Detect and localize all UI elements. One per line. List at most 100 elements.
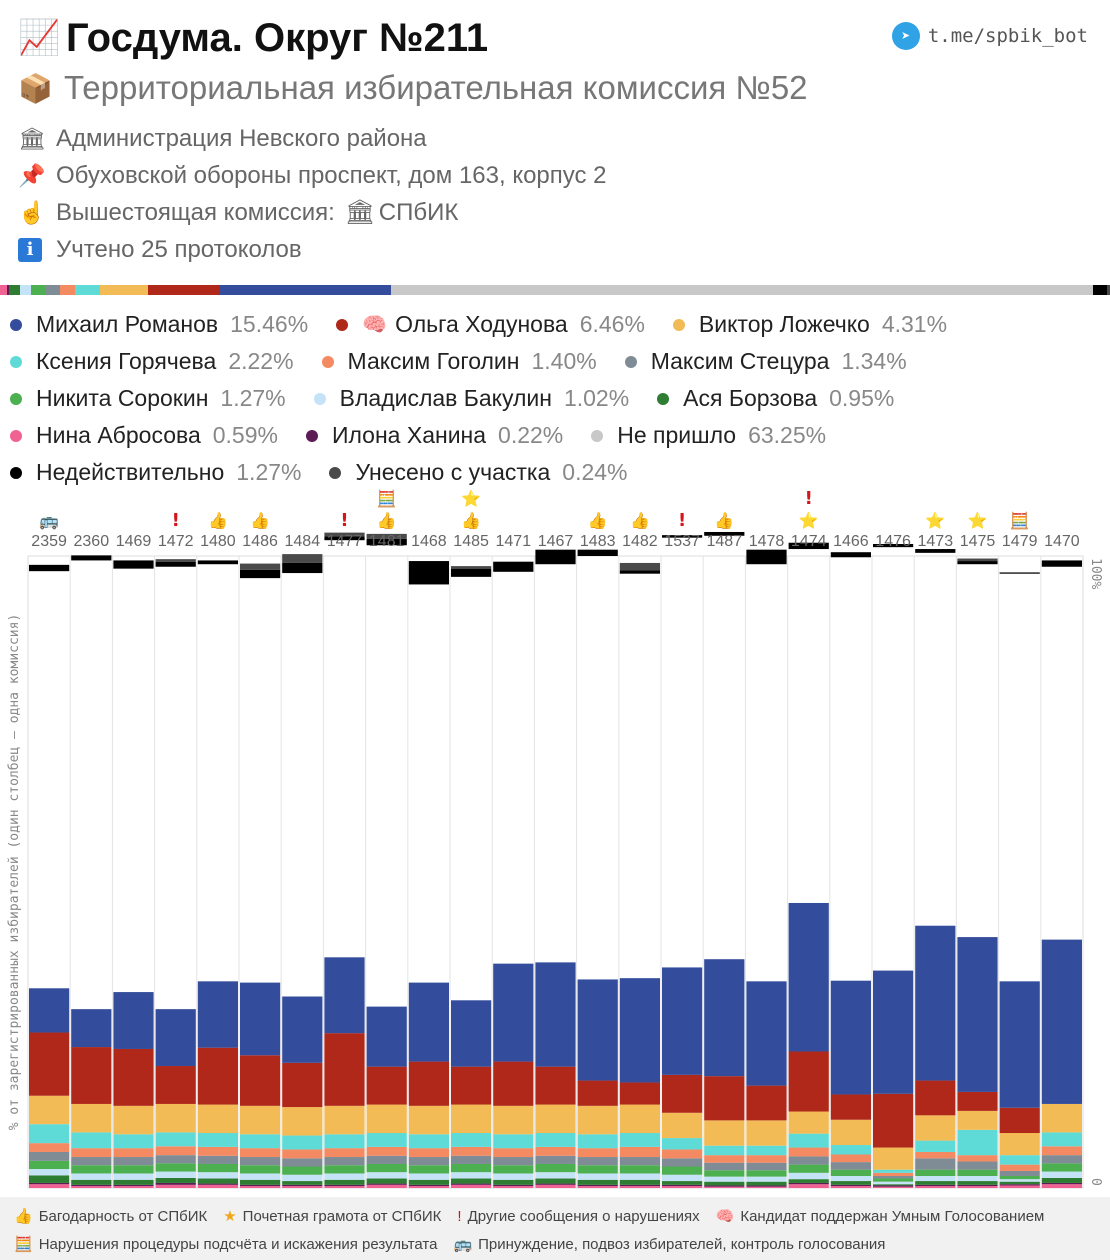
legend-percent: 1.02% [563,385,630,411]
marker-icon: ⭐ [461,489,481,508]
bar-segment [324,1184,365,1187]
bar-segment [451,1183,492,1185]
footer-row: 🧮 Нарушения процедуры подсчёта и искажени… [0,1230,1110,1258]
parent-name[interactable]: СПбИК [378,198,459,226]
bar-segment [366,1133,407,1147]
bar-segment [662,1138,703,1150]
bar-segment [366,1006,407,1067]
category-label: 1485 [453,533,489,550]
category-label: 1475 [960,533,996,550]
bar-segment [619,978,660,1083]
category-label: 1477 [327,533,363,550]
bar-segment [366,1163,407,1173]
legend-name: Ася Борзова [683,385,818,411]
legend-dot [329,466,342,479]
bar-segment [746,1145,787,1156]
bar-segment [282,1062,323,1108]
bar-segment [451,1000,492,1067]
marker-icon: ⭐ [968,511,988,530]
bar-segment [957,1161,998,1170]
bar-segment [662,1174,703,1182]
bar-segment [873,1178,914,1182]
category-label: 1468 [411,533,447,550]
bar-segment [873,1172,914,1176]
bar-segment [113,1134,154,1149]
telegram-label[interactable]: t.me/spbik_bot [927,25,1088,47]
bar-segment [197,1133,238,1147]
brain-icon: 🧠 [362,314,388,336]
bar-segment [71,555,112,561]
footer-item: 🚌 Принуждение, подвоз избирателей, контро… [453,1235,885,1254]
bar-segment [197,981,238,1048]
legend-dot [305,429,318,442]
footer-text: Багодарность от СПбИК [38,1207,208,1225]
bar-segment [535,1133,576,1147]
pointing-hand-icon: ☝ [18,199,46,225]
legend-percent: 0.95% [829,385,895,411]
bar-segment [999,1133,1040,1156]
bar-segment [155,1009,196,1067]
bar-segment [788,1182,829,1185]
bar-segment [282,1186,323,1188]
bar-segment [619,1146,660,1158]
category-label: 1471 [496,533,532,550]
category-label: 1472 [158,533,194,550]
bar-segment [704,1176,745,1182]
bar-segment [704,1181,745,1186]
bar-segment [788,1172,829,1180]
bar-segment [282,1174,323,1182]
chart-icon: 📈 [18,18,61,58]
parent-prefix: Вышестоящая комиссия: [56,198,335,226]
bar-segment [619,1133,660,1147]
bar-segment [619,562,660,571]
progress-segment [19,285,31,295]
marker-icon: 👍 [714,511,734,530]
bar-segment [29,1169,70,1176]
marker-icon: 🚌 [39,511,59,530]
bar-segment [1041,1182,1082,1185]
bar-segment [619,1157,660,1166]
footer-item: ★ Почетная грамота от СПбИК [223,1207,441,1226]
bar-segment [29,1175,70,1183]
bar-segment [957,558,998,562]
legend-item: Владислав Бакулин 1.02% [313,385,630,412]
bar-segment [788,1179,829,1183]
bar-segment [999,1170,1040,1176]
bar-segment [240,1055,281,1106]
telegram-link[interactable]: ➤ t.me/spbik_bot [891,22,1088,50]
legend-percent: 1.27% [220,385,286,411]
bar-segment [704,959,745,1077]
bar-segment [408,1134,449,1149]
bar-segment [155,1146,196,1156]
legend-name: Недействительно [36,459,225,485]
category-label: 1476 [875,533,911,550]
bar-segment [746,1155,787,1163]
bar-segment [324,1179,365,1185]
bar-segment [662,1112,703,1139]
bar-segment [662,535,703,538]
bar-segment [451,1133,492,1147]
bar-segment [155,1132,196,1147]
bar-segment [240,1186,281,1188]
bar-segment [197,1184,238,1188]
legend-name: Виктор Ложечко [698,311,870,337]
bar-segment [999,1175,1040,1180]
bar-segment [662,967,703,1075]
bar-segment [451,1066,492,1105]
category-label: 1483 [580,533,616,550]
footer-marker-icon: ! [457,1207,462,1225]
legend-item: Михаил Романов 15.46% [10,311,308,338]
bar-segment [71,1009,112,1048]
bar-segment [746,1176,787,1182]
bar-segment [704,1155,745,1163]
legend-dot [672,318,685,331]
bar-segment [408,1186,449,1188]
bar-segment [324,536,365,541]
legend-item: Никита Сорокин 1.27% [10,385,286,412]
bar-segment [788,1133,829,1148]
category-label: 1466 [833,533,869,550]
marker-icon: ! [172,510,180,531]
marker-icon: ⭐ [799,511,819,530]
admin-text: Администрация Невского района [56,124,427,152]
bar-segment [957,1186,998,1188]
